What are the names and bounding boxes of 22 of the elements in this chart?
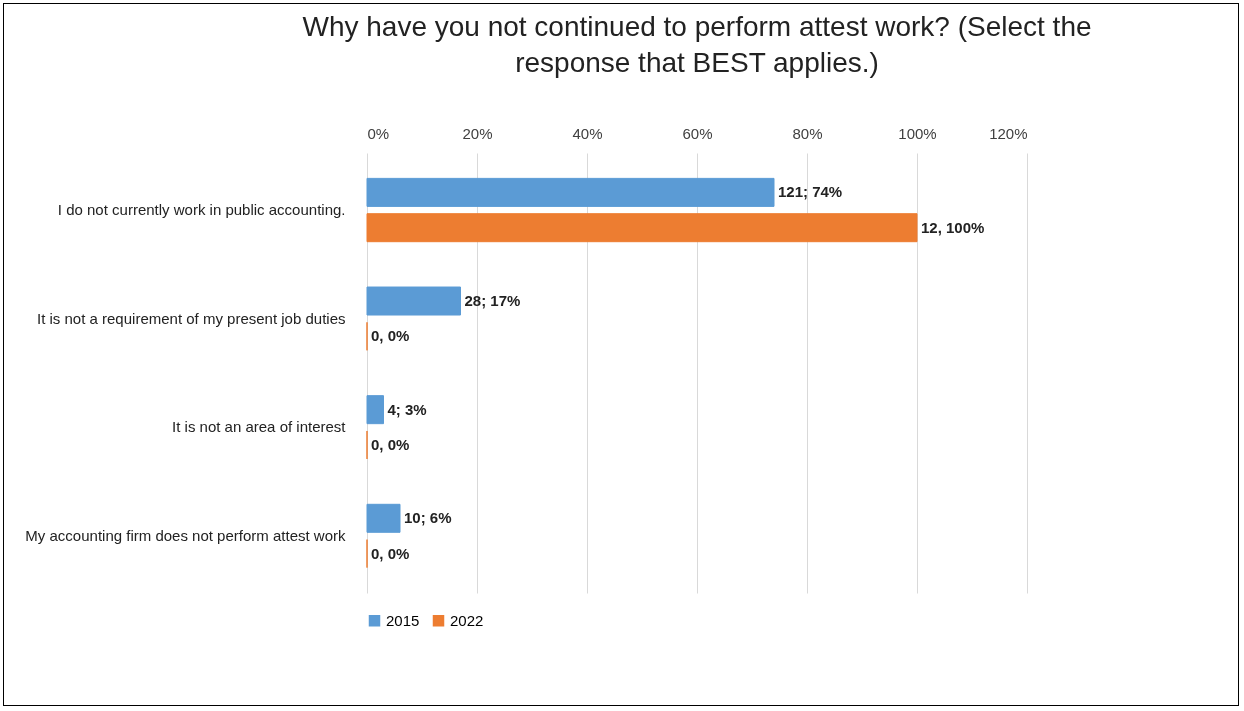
x-tick-label: 100%	[898, 124, 937, 142]
legend-label: 2015	[386, 611, 420, 629]
data-label: 10; 6%	[404, 509, 452, 527]
data-label: 121; 74%	[778, 183, 843, 201]
x-tick-label: 20%	[462, 124, 493, 142]
chart-title: Why have you not continued to perform attest work? (Select the response that BEST applies.)	[302, 11, 1092, 78]
y-tick-label: My accounting firm does not perform attest work	[25, 526, 346, 544]
x-tick-label: 60%	[682, 124, 713, 142]
y-tick-label: I do not currently work in public accounting.	[57, 201, 346, 219]
data-label: 12, 100%	[921, 218, 985, 236]
y-tick-label: It is not a requirement of my present job duties	[37, 309, 346, 327]
data-label: 0, 0%	[371, 435, 410, 453]
y-tick-label: It is not an area of interest	[172, 418, 347, 436]
x-tick-label: 0%	[367, 124, 390, 142]
data-label: 0, 0%	[371, 327, 410, 345]
data-label: 0, 0%	[371, 544, 410, 562]
data-label: 4; 3%	[387, 400, 427, 418]
legend-label: 2022	[450, 611, 484, 629]
data-label: 28; 17%	[464, 292, 521, 310]
x-tick-label: 40%	[572, 124, 603, 142]
x-tick-label: 80%	[792, 124, 823, 142]
x-tick-label: 120%	[989, 124, 1028, 142]
